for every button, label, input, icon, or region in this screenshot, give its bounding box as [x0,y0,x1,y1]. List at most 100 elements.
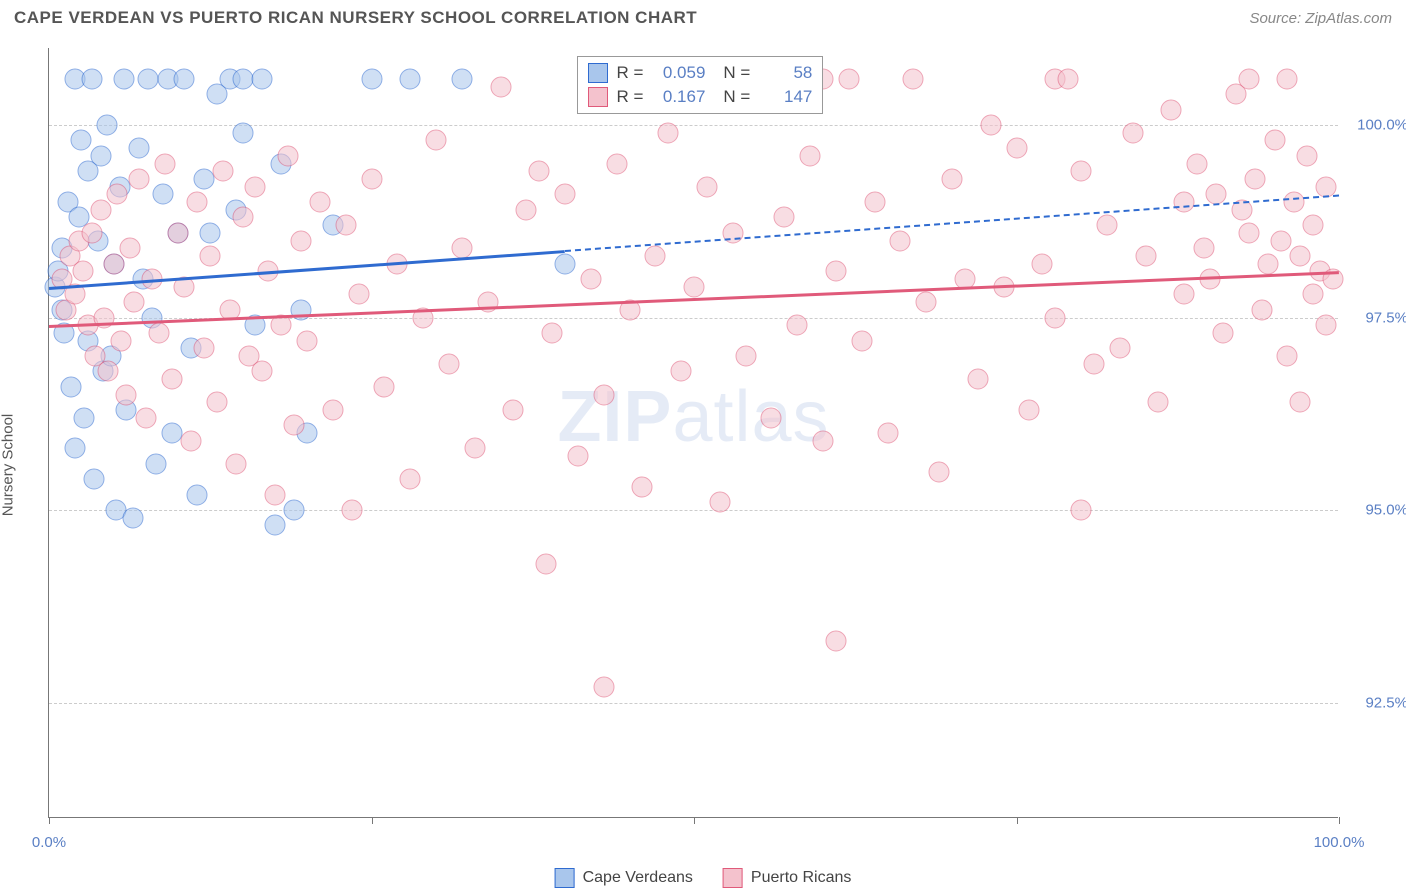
bottom-legend: Cape Verdeans Puerto Ricans [555,868,852,888]
scatter-point [825,630,846,651]
scatter-point [129,138,150,159]
scatter-point [193,168,214,189]
scatter-point [124,292,145,313]
scatter-point [297,330,318,351]
scatter-point [200,222,221,243]
scatter-point [1071,161,1092,182]
scatter-point [696,176,717,197]
scatter-point [1264,130,1285,151]
scatter-point [1290,245,1311,266]
scatter-point [90,145,111,166]
scatter-point [135,407,156,428]
scatter-point [71,130,92,151]
scatter-point [84,469,105,490]
scatter-point [451,68,472,89]
scatter-point [529,161,550,182]
x-tick-label: 100.0% [1314,834,1365,851]
scatter-point [277,145,298,166]
scatter-point [245,176,266,197]
legend-series-name: Cape Verdeans [583,869,693,887]
scatter-point [1135,245,1156,266]
scatter-point [152,184,173,205]
scatter-point [1032,253,1053,274]
scatter-point [825,261,846,282]
scatter-point [120,238,141,259]
scatter-point [1019,399,1040,420]
scatter-point [980,115,1001,136]
scatter-point [1270,230,1291,251]
gridline-h [49,510,1338,511]
scatter-point [1193,238,1214,259]
trendline-extrapolated [565,194,1339,251]
scatter-point [877,423,898,444]
gridline-h [49,703,1338,704]
scatter-point [97,115,118,136]
scatter-point [232,68,253,89]
scatter-point [1058,68,1079,89]
scatter-point [60,376,81,397]
scatter-point [290,230,311,251]
scatter-point [1277,68,1298,89]
scatter-point [1161,99,1182,120]
scatter-point [555,253,576,274]
legend-item: Puerto Ricans [723,868,852,888]
scatter-point [73,407,94,428]
scatter-point [426,130,447,151]
scatter-point [1251,299,1272,320]
y-axis-label: Nursery School [0,414,17,517]
scatter-point [232,122,253,143]
scatter-point [567,446,588,467]
scatter-point [284,500,305,521]
scatter-point [1238,222,1259,243]
scatter-point [967,369,988,390]
scatter-point [929,461,950,482]
x-tick-mark [1339,817,1340,824]
scatter-point [684,276,705,297]
scatter-point [593,384,614,405]
legend-r-value: 0.167 [651,87,705,107]
scatter-point [342,500,363,521]
scatter-point [213,161,234,182]
scatter-point [1238,68,1259,89]
y-tick-label: 97.5% [1348,309,1406,326]
legend-series-name: Puerto Ricans [751,869,852,887]
scatter-point [438,353,459,374]
scatter-point [555,184,576,205]
scatter-point [542,322,563,343]
scatter-point [107,184,128,205]
source-attribution: Source: ZipAtlas.com [1249,10,1392,27]
scatter-point [138,68,159,89]
scatter-point [1245,168,1266,189]
scatter-point [129,168,150,189]
scatter-point [348,284,369,305]
legend-r-value: 0.059 [651,63,705,83]
scatter-point [116,384,137,405]
scatter-point [464,438,485,459]
chart-area: Nursery School ZIPatlas 92.5%95.0%97.5%1… [0,38,1406,892]
scatter-point [1277,346,1298,367]
scatter-point [103,253,124,274]
scatter-point [851,330,872,351]
scatter-point [322,399,343,420]
scatter-point [942,168,963,189]
legend-r-label: R = [616,87,643,107]
scatter-point [1109,338,1130,359]
scatter-point [148,322,169,343]
scatter-point [1071,500,1092,521]
legend-swatch [588,63,608,83]
scatter-point [1122,122,1143,143]
scatter-point [174,68,195,89]
scatter-point [632,476,653,497]
legend-swatch [588,87,608,107]
scatter-point [81,68,102,89]
scatter-point [374,376,395,397]
scatter-point [451,238,472,259]
scatter-point [361,68,382,89]
x-tick-mark [694,817,695,824]
scatter-point [232,207,253,228]
scatter-point [1290,392,1311,413]
scatter-point [206,392,227,413]
scatter-point [1174,192,1195,213]
scatter-point [155,153,176,174]
legend-row: R =0.059N =58 [588,61,812,85]
